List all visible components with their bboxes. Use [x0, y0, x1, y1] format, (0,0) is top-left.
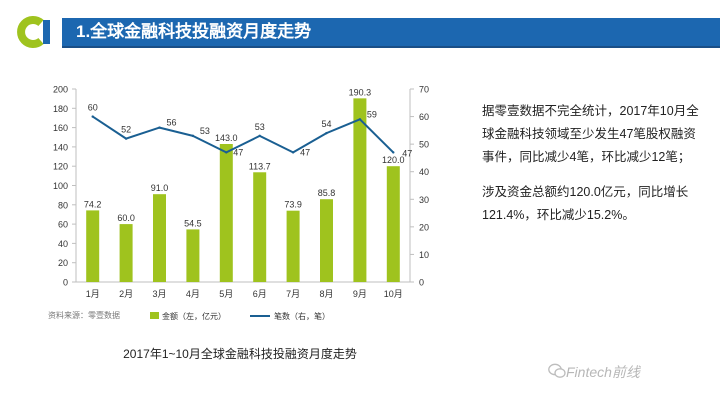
- bar: [186, 229, 200, 282]
- line-point: [191, 134, 195, 138]
- bar: [119, 224, 133, 282]
- legend-swatch-bar: [150, 312, 159, 319]
- right-tick-label: 30: [419, 195, 429, 205]
- line-point: [91, 115, 94, 118]
- line-data-label: 59: [367, 109, 377, 119]
- x-tick-label: 9月: [353, 289, 367, 299]
- line-point: [291, 151, 295, 154]
- x-tick-label: 5月: [219, 289, 233, 299]
- chart-caption: 2017年1~10月全球金融科技投融资月度走势: [123, 347, 357, 361]
- description-paragraph-2: 涉及资金总额约120.0亿元，同比增长121.4%，环比减少15.2%。: [482, 185, 689, 222]
- left-tick-label: 100: [53, 181, 68, 191]
- line-series: [92, 115, 395, 154]
- x-tick-label: 2月: [119, 289, 133, 299]
- line-point: [392, 151, 395, 154]
- source-note: 资料来源：零壹数据: [48, 310, 120, 320]
- bar: [253, 172, 267, 282]
- bar-data-label: 85.8: [318, 188, 336, 198]
- bar: [320, 199, 333, 282]
- right-tick-label: 0: [419, 278, 424, 288]
- left-tick-label: 180: [53, 104, 68, 114]
- x-tick-label: 7月: [286, 289, 300, 299]
- line-data-label: 56: [166, 118, 176, 128]
- title-bar-accent: [62, 46, 720, 48]
- x-tick-label: 4月: [186, 289, 200, 299]
- bar-data-label: 60.0: [117, 213, 135, 223]
- right-tick-label: 40: [419, 167, 429, 177]
- description-panel: 据零壹数据不完全统计，2017年10月全球金融科技领域至少发生47笔股权融资事件…: [482, 100, 706, 239]
- x-tick-label: 8月: [319, 289, 333, 299]
- line-data-label: 47: [402, 148, 412, 158]
- bar-data-label: 113.7: [249, 161, 271, 171]
- line-point: [258, 134, 261, 138]
- line-point: [124, 137, 128, 140]
- bar: [286, 210, 300, 282]
- bar-data-label: 190.3: [349, 87, 372, 97]
- x-tick-label: 3月: [152, 289, 166, 299]
- right-tick-label: 10: [419, 250, 429, 260]
- line-data-label: 54: [321, 119, 331, 129]
- x-tick-label: 1月: [86, 289, 100, 299]
- left-tick-label: 20: [58, 258, 68, 268]
- right-tick-label: 50: [419, 140, 429, 150]
- right-tick-label: 60: [419, 112, 429, 122]
- wechat-icon: [548, 363, 566, 378]
- bar-data-label: 54.5: [184, 218, 202, 228]
- line-data-label: 47: [300, 147, 310, 157]
- bar: [86, 210, 100, 282]
- bar: [219, 144, 233, 282]
- bar-data-label: 143.0: [215, 133, 238, 143]
- legend-label-line: 笔数（右，笔）: [274, 311, 330, 321]
- logo-c-icon: [17, 16, 50, 48]
- bar-data-label: 91.0: [151, 183, 169, 193]
- title-bar: 1.全球金融科技投融资月度走势: [62, 18, 720, 46]
- left-tick-label: 200: [53, 85, 68, 95]
- line-data-label: 53: [255, 122, 265, 132]
- left-tick-label: 40: [58, 239, 68, 249]
- left-tick-label: 120: [53, 162, 68, 172]
- line-point: [358, 118, 362, 121]
- x-tick-label: 10月: [384, 289, 403, 299]
- left-tick-label: 0: [63, 278, 68, 288]
- left-tick-label: 80: [58, 200, 68, 210]
- line-point: [158, 126, 161, 129]
- page-title: 1.全球金融科技投融资月度走势: [76, 22, 312, 41]
- line-point: [325, 131, 328, 135]
- legend-label-bar: 金额（左，亿元）: [162, 311, 226, 321]
- left-tick-label: 60: [58, 220, 68, 230]
- line-data-label: 53: [200, 126, 210, 136]
- line-point: [225, 151, 228, 154]
- bar-data-label: 73.9: [284, 200, 302, 210]
- line-data-label: 52: [121, 125, 131, 135]
- description-paragraph-1: 据零壹数据不完全统计，2017年10月全球金融科技领域至少发生47笔股权融资事件…: [482, 104, 699, 164]
- line-data-label: 60: [88, 103, 98, 113]
- watermark: Fintech前线: [566, 364, 640, 380]
- left-tick-label: 140: [53, 142, 68, 152]
- bar-data-label: 74.2: [84, 199, 102, 209]
- bar: [386, 166, 400, 282]
- line-data-label: 47: [233, 147, 243, 157]
- right-tick-label: 70: [419, 85, 429, 95]
- bar-data-label: 120.0: [382, 155, 405, 165]
- bar: [353, 98, 367, 282]
- left-tick-label: 160: [53, 123, 68, 133]
- right-tick-label: 20: [419, 222, 429, 232]
- bar: [153, 194, 166, 282]
- x-tick-label: 6月: [253, 289, 267, 299]
